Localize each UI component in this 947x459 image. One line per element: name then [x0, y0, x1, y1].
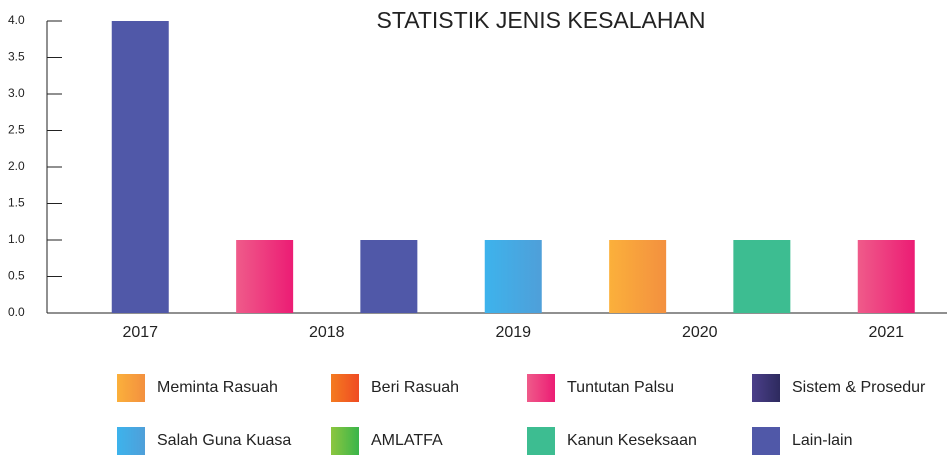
bar: [609, 240, 667, 313]
x-tick-label: 2019: [495, 324, 531, 341]
legend-label: Sistem & Prosedur: [792, 379, 926, 396]
x-tick-label: 2021: [868, 324, 904, 341]
legend-swatch: [117, 427, 145, 455]
y-tick-label: 1.5: [8, 196, 25, 210]
legend-swatch: [527, 427, 555, 455]
y-tick-label: 2.5: [8, 123, 25, 137]
legend-label: AMLATFA: [371, 432, 443, 449]
bar: [236, 240, 294, 313]
x-tick-label: 2018: [309, 324, 345, 341]
legend-swatch: [527, 374, 555, 402]
y-tick-label: 0.5: [8, 269, 25, 283]
bar: [857, 240, 915, 313]
y-tick-label: 4.0: [8, 13, 25, 27]
bar: [111, 21, 169, 313]
y-tick-label: 3.5: [8, 50, 25, 64]
x-tick-label: 2020: [682, 324, 718, 341]
bar: [484, 240, 542, 313]
y-tick-label: 3.0: [8, 86, 25, 100]
x-tick-label: 2017: [122, 324, 158, 341]
legend-swatch: [752, 427, 780, 455]
legend-label: Kanun Keseksaan: [567, 432, 697, 449]
bar: [360, 240, 418, 313]
chart-title: STATISTIK JENIS KESALAHAN: [377, 7, 706, 33]
legend-label: Salah Guna Kuasa: [157, 432, 291, 449]
y-tick-label: 0.0: [8, 305, 25, 319]
legend-swatch: [117, 374, 145, 402]
legend-label: Lain-lain: [792, 432, 852, 449]
legend-swatch: [752, 374, 780, 402]
legend-swatch: [331, 427, 359, 455]
legend-swatch: [331, 374, 359, 402]
y-tick-label: 1.0: [8, 232, 25, 246]
legend-label: Beri Rasuah: [371, 379, 459, 396]
legend-label: Meminta Rasuah: [157, 379, 278, 396]
legend-label: Tuntutan Palsu: [567, 379, 674, 396]
y-tick-label: 2.0: [8, 159, 25, 173]
bar: [733, 240, 791, 313]
